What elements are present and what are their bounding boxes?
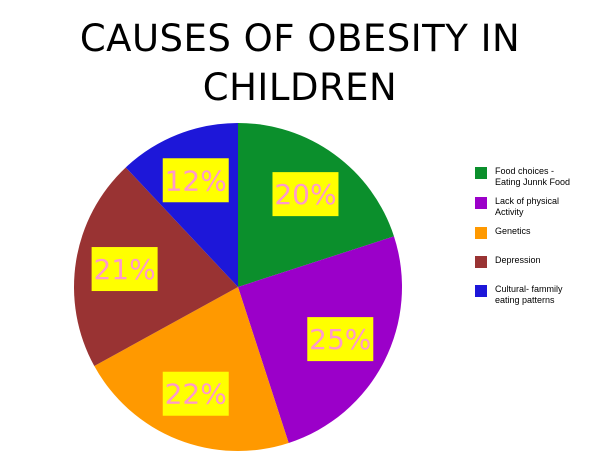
legend-label: Cultural- fammily eating patterns <box>495 284 595 306</box>
chart-title-line-2: CHILDREN <box>202 66 398 109</box>
legend-swatch <box>475 227 487 239</box>
data-label: 12% <box>165 164 227 197</box>
legend-label-line: Lack of physical <box>495 196 560 206</box>
legend-label-line: Eating Junnk Food <box>495 177 571 187</box>
legend-label-line: eating patterns <box>495 295 555 305</box>
data-label-box <box>307 317 374 362</box>
data-label: 25% <box>309 323 371 356</box>
chart-title-line-1: CAUSES OF OBESITY IN <box>79 17 521 60</box>
legend-label-line: Depression <box>495 255 541 265</box>
legend-label: Depression <box>495 255 595 266</box>
legend-swatch <box>475 197 487 209</box>
legend-label: Lack of physical Activity <box>495 196 595 218</box>
legend-label-line: Activity <box>495 207 524 217</box>
legend-swatch <box>475 167 487 179</box>
legend-swatch <box>475 256 487 268</box>
legend-label-line: Genetics <box>495 226 531 236</box>
legend-swatch <box>475 285 487 297</box>
data-label: 20% <box>274 178 336 211</box>
data-label-box <box>162 158 229 203</box>
legend-label-line: Food choices - <box>495 166 555 176</box>
data-label: 21% <box>93 253 155 286</box>
data-label-box <box>162 371 229 416</box>
data-label: 22% <box>165 378 227 411</box>
data-label-box <box>272 172 339 217</box>
pie-slice-3 <box>94 287 289 451</box>
legend-label: Food choices - Eating Junnk Food <box>495 166 595 188</box>
chart-title: CAUSES OF OBESITY IN CHILDREN <box>0 14 600 112</box>
data-label-box <box>91 247 158 292</box>
legend-label: Genetics <box>495 226 595 237</box>
legend-label-line: Cultural- fammily <box>495 284 563 294</box>
